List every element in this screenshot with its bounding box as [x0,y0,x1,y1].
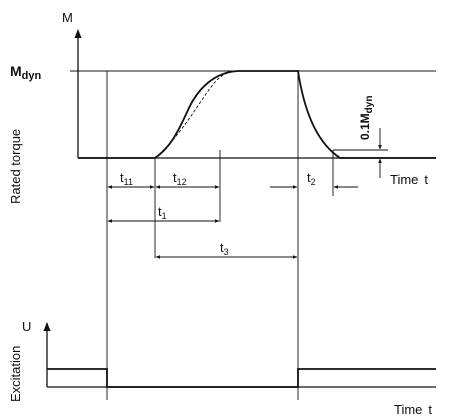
torque-ideal-ramp [154,70,239,159]
excitation-axis-title: Excitation [8,346,23,402]
rated-torque-axis-title: Rated torque [8,129,23,204]
upper-torque-graph: M Mdyn Rated torque t11 t12 t [8,10,436,400]
axis-label-u: U [22,319,31,334]
threshold-label: 0.1Mdyn [358,96,375,140]
t1-label: t1 [158,204,167,221]
t12-label: t12 [173,170,187,187]
lower-time-label: Time t [394,402,432,417]
t2-label: t2 [307,170,316,187]
t11-label: t11 [120,170,133,187]
upper-time-label: Time t [390,172,428,187]
torque-curve [78,70,436,159]
t3-label: t3 [220,240,229,257]
mdyn-level-label: Mdyn [10,63,42,82]
excitation-signal [47,368,436,388]
axis-label-m: M [62,10,73,25]
lower-excitation-graph: U Excitation Time t [8,319,436,417]
